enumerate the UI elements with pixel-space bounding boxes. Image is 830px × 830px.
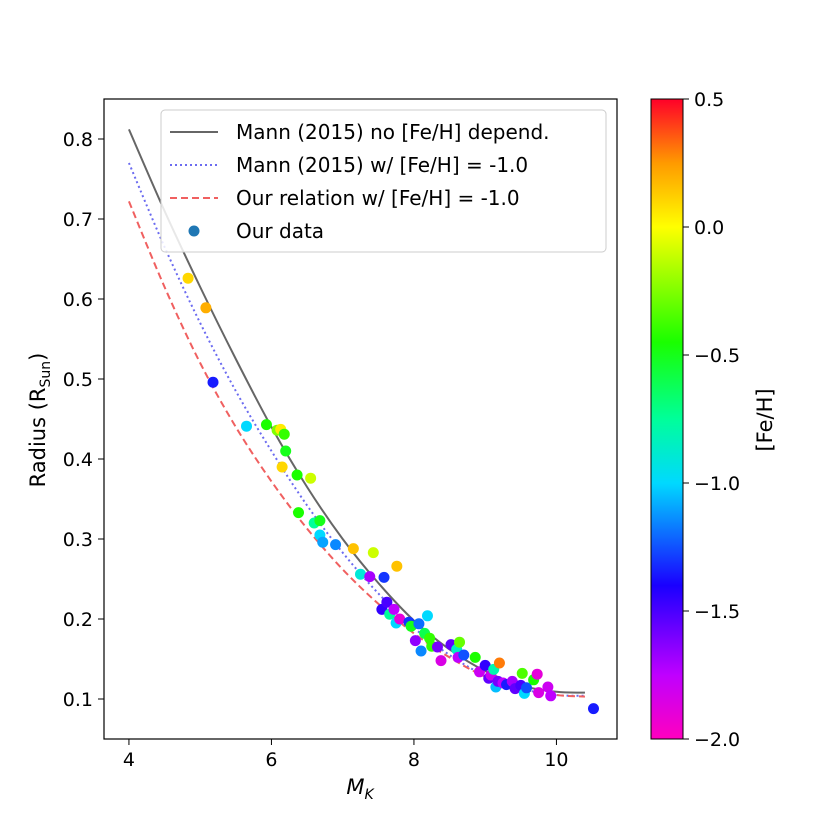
- data-point-46: [469, 651, 481, 663]
- data-point-16: [317, 536, 329, 548]
- data-point-2: [207, 376, 219, 388]
- y-axis-ticks: 0.1 0.2 0.3 0.4 0.5 0.6 0.7 0.8: [63, 129, 104, 711]
- data-point-45: [458, 649, 470, 661]
- legend: Mann (2015) no [Fe/H] depend. Mann (2015…: [160, 109, 607, 253]
- data-point-3: [241, 420, 252, 432]
- data-point-21: [367, 547, 379, 559]
- data-point-1: [200, 302, 212, 314]
- y-tick-label-7: 0.8: [63, 129, 93, 151]
- legend-swatch-our-data: [188, 225, 200, 237]
- x-tick-label-1: 6: [265, 749, 277, 771]
- data-point-10: [291, 469, 303, 481]
- data-point-17: [330, 539, 342, 551]
- x-tick-label-0: 4: [123, 749, 135, 771]
- data-point-40: [435, 655, 447, 667]
- data-point-33: [413, 618, 425, 630]
- data-point-12: [305, 472, 317, 484]
- data-point-4: [260, 419, 272, 431]
- data-point-18: [347, 543, 359, 555]
- data-point-22: [378, 571, 390, 583]
- legend-box: [160, 109, 607, 253]
- model-line-2: [128, 201, 585, 698]
- colorbar-ticks: 0.5 0.0 −0.5 −1.0 −1.5 −2.0: [683, 89, 740, 751]
- data-point-9: [276, 461, 288, 473]
- y-tick-label-1: 0.2: [63, 609, 93, 631]
- data-point-23: [391, 560, 403, 572]
- data-point-60: [516, 667, 528, 679]
- x-tick-label-2: 8: [408, 749, 420, 771]
- plot-frame: [103, 98, 618, 740]
- x-axis-label: MK: [346, 775, 375, 803]
- data-point-68: [587, 703, 599, 715]
- data-point-43: [454, 636, 466, 648]
- data-point-32: [409, 635, 421, 647]
- y-tick-label-4: 0.5: [63, 369, 93, 391]
- x-axis-ticks: 4 6 8 10: [123, 739, 569, 771]
- colorbar-tick-label-3: −1.0: [694, 473, 740, 495]
- data-point-19: [355, 568, 366, 580]
- data-point-36: [421, 610, 433, 622]
- y-tick-label-0: 0.1: [63, 689, 93, 711]
- data-point-64: [531, 668, 543, 680]
- y-tick-label-2: 0.3: [63, 529, 93, 551]
- colorbar-label: [Fe/H]: [753, 388, 777, 451]
- data-point-11: [293, 507, 305, 519]
- colorbar-tick-label-5: −2.0: [694, 729, 740, 751]
- legend-label-our-data: Our data: [236, 219, 324, 243]
- data-point-65: [533, 687, 545, 699]
- x-tick-label-3: 10: [544, 749, 568, 771]
- y-axis-label: Radius (RSun): [26, 353, 54, 488]
- data-point-14: [314, 515, 326, 527]
- data-point-62: [521, 682, 533, 694]
- data-point-8: [280, 445, 292, 457]
- data-point-29: [394, 613, 406, 625]
- colorbar-tick-label-4: −1.5: [694, 601, 740, 623]
- data-point-34: [415, 645, 427, 657]
- data-point-27: [388, 603, 400, 615]
- data-point-67: [545, 690, 557, 702]
- y-tick-label-3: 0.4: [63, 449, 93, 471]
- data-point-0: [182, 272, 194, 284]
- colorbar-tick-label-1: 0.0: [694, 217, 724, 239]
- data-point-25: [381, 596, 393, 608]
- colorbar-tick-label-2: −0.5: [694, 345, 740, 367]
- legend-label-mann-dotted: Mann (2015) w/ [Fe/H] = -1.0: [236, 153, 528, 177]
- data-point-66: [542, 681, 554, 693]
- y-tick-label-6: 0.7: [63, 209, 93, 231]
- data-point-20: [364, 571, 376, 583]
- legend-label-mann-solid: Mann (2015) no [Fe/H] depend.: [236, 120, 550, 144]
- y-tick-label-5: 0.6: [63, 289, 93, 311]
- legend-label-our-dashed: Our relation w/ [Fe/H] = -1.0: [236, 186, 520, 210]
- colorbar: [650, 98, 684, 740]
- data-point-54: [493, 657, 505, 669]
- data-points: [182, 272, 599, 715]
- data-point-7: [278, 428, 290, 440]
- colorbar-tick-label-0: 0.5: [694, 89, 724, 111]
- data-point-39: [431, 641, 443, 653]
- data-point-48: [479, 659, 491, 671]
